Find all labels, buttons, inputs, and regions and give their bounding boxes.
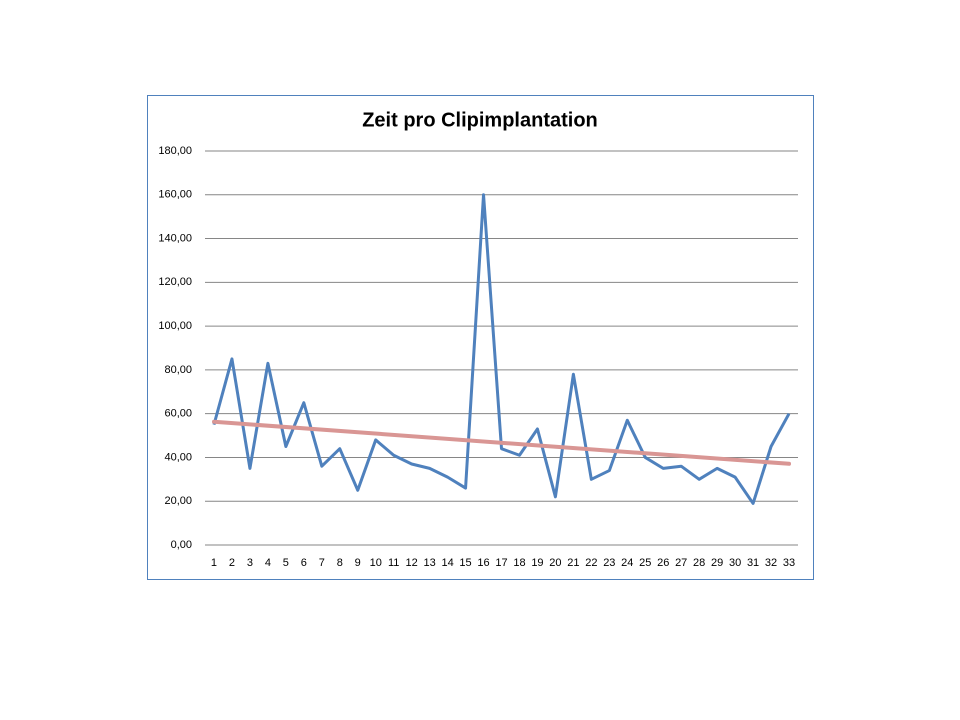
x-tick-label: 24 xyxy=(621,557,633,569)
y-tick-label: 120,00 xyxy=(158,276,192,288)
x-tick-label: 17 xyxy=(495,557,507,569)
x-tick-label: 2 xyxy=(229,557,235,569)
y-tick-label: 40,00 xyxy=(164,451,192,463)
x-tick-label: 27 xyxy=(675,557,687,569)
x-tick-label: 22 xyxy=(585,557,597,569)
x-tick-label: 32 xyxy=(765,557,777,569)
x-tick-label: 12 xyxy=(406,557,418,569)
x-tick-label: 30 xyxy=(729,557,741,569)
x-tick-label: 18 xyxy=(513,557,525,569)
y-tick-label: 0,00 xyxy=(171,539,192,551)
y-tick-label: 100,00 xyxy=(158,320,192,332)
x-tick-label: 21 xyxy=(567,557,579,569)
x-tick-label: 23 xyxy=(603,557,615,569)
x-tick-label: 14 xyxy=(441,557,453,569)
x-tick-label: 3 xyxy=(247,557,253,569)
x-tick-label: 6 xyxy=(301,557,307,569)
x-tick-label: 13 xyxy=(423,557,435,569)
x-tick-label: 8 xyxy=(337,557,343,569)
x-tick-label: 4 xyxy=(265,557,271,569)
y-tick-label: 20,00 xyxy=(164,495,192,507)
x-tick-label: 10 xyxy=(370,557,382,569)
x-tick-label: 26 xyxy=(657,557,669,569)
x-tick-label: 20 xyxy=(549,557,561,569)
x-tick-label: 1 xyxy=(211,557,217,569)
x-tick-label: 33 xyxy=(783,557,795,569)
x-tick-label: 11 xyxy=(388,557,399,569)
y-tick-label: 140,00 xyxy=(158,232,192,244)
y-tick-label: 80,00 xyxy=(164,364,192,376)
x-tick-label: 29 xyxy=(711,557,723,569)
x-tick-label: 15 xyxy=(459,557,471,569)
x-tick-label: 19 xyxy=(531,557,543,569)
trend-line xyxy=(211,419,792,466)
x-tick-label: 7 xyxy=(319,557,325,569)
x-tick-label: 9 xyxy=(355,557,361,569)
chart-title: Zeit pro Clipimplantation xyxy=(362,109,598,131)
y-tick-label: 160,00 xyxy=(158,189,192,201)
x-tick-label: 28 xyxy=(693,557,705,569)
data-line xyxy=(212,193,791,505)
y-tick-label: 180,00 xyxy=(158,145,192,157)
x-tick-label: 31 xyxy=(747,557,759,569)
x-tick-label: 16 xyxy=(477,557,489,569)
chart-frame xyxy=(147,95,814,580)
x-tick-label: 5 xyxy=(283,557,289,569)
y-tick-label: 60,00 xyxy=(164,408,192,420)
x-tick-label: 25 xyxy=(639,557,651,569)
